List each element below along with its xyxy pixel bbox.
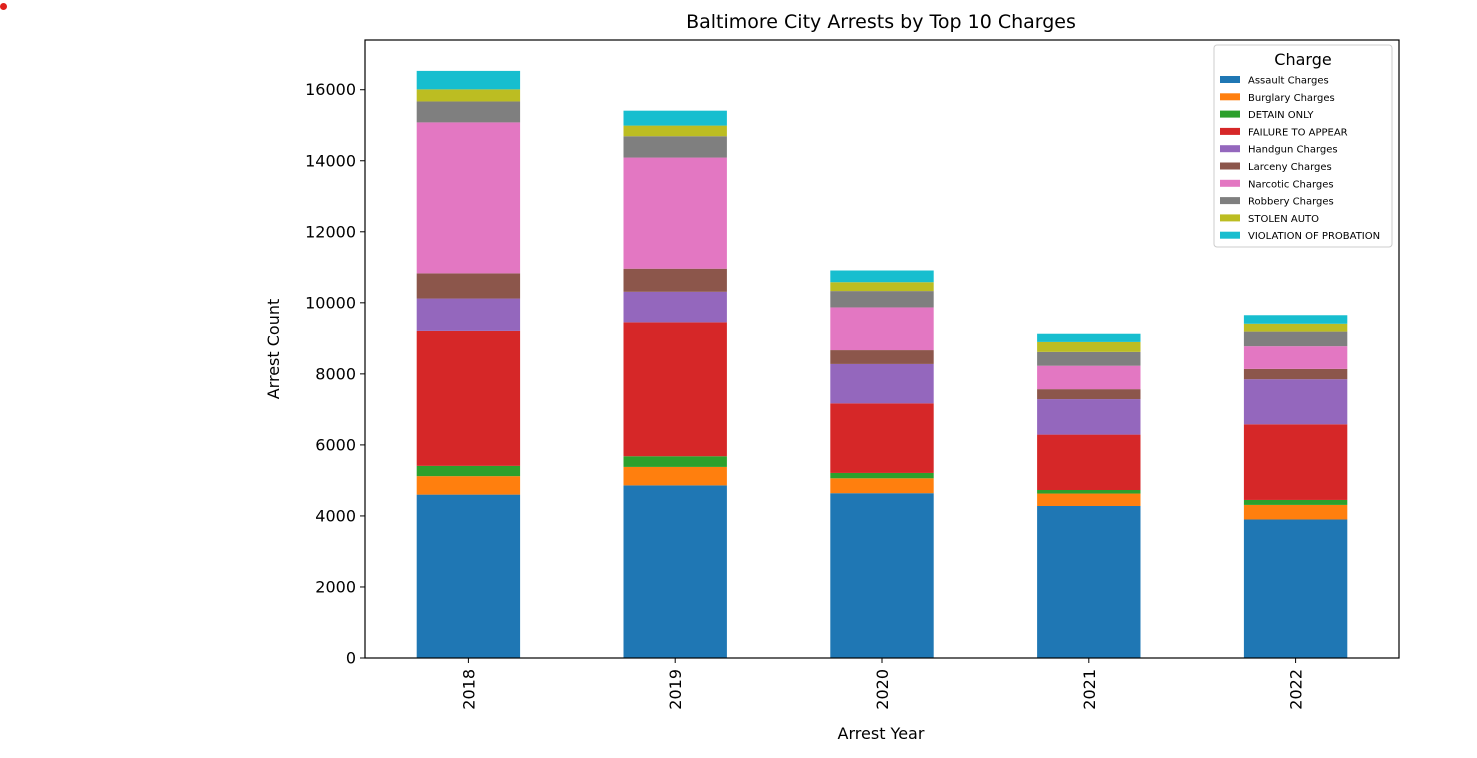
bar-2022-series-6 [1243, 346, 1348, 369]
legend-label-1: Burglary Charges [1248, 93, 1335, 104]
bar-2020-series-0 [830, 493, 934, 658]
legend-label-2: DETAIN ONLY [1248, 110, 1314, 121]
bar-2018-series-1 [416, 476, 521, 495]
bar-2020-series-9 [830, 270, 934, 283]
y-tick-label: 10000 [305, 293, 356, 312]
bar-2020-series-3 [830, 403, 934, 473]
bar-2019-series-7 [623, 136, 727, 158]
legend-label-4: Handgun Charges [1248, 145, 1338, 156]
bar-2020-series-8 [830, 282, 934, 292]
legend-swatch-8 [1220, 214, 1240, 222]
x-tick-label-2019: 2019 [666, 669, 685, 710]
bar-2019-series-5 [623, 268, 727, 292]
legend-label-7: Robbery Charges [1248, 197, 1334, 208]
legend: Charge Assault Charges Burglary Charges DE… [1213, 44, 1393, 248]
bar-2021-series-2 [1037, 490, 1141, 494]
bar-2022-series-0 [1243, 519, 1348, 658]
bar-2018-series-9 [416, 70, 521, 90]
bar-2022-series-4 [1243, 379, 1348, 425]
bar-2019-series-6 [623, 157, 727, 269]
y-tick-label: 6000 [315, 435, 356, 454]
bar-2021-series-7 [1037, 351, 1141, 366]
legend-label-9: VIOLATION OF PROBATION [1248, 231, 1380, 242]
bar-2020-series-4 [830, 363, 934, 404]
bar-2022-series-9 [1243, 315, 1348, 324]
legend-label-5: Larceny Charges [1248, 162, 1332, 173]
bar-2021-series-9 [1037, 333, 1141, 342]
legend-swatch-3 [1220, 127, 1240, 135]
bar-2019-series-9 [623, 110, 727, 126]
legend-swatch-1 [1220, 93, 1240, 101]
bar-2018-series-7 [416, 101, 521, 123]
bar-2022-series-1 [1243, 504, 1348, 520]
bar-2018-series-2 [416, 465, 521, 477]
legend-swatch-4 [1220, 145, 1240, 153]
bar-2021-series-3 [1037, 434, 1141, 491]
legend-label-0: Assault Charges [1248, 76, 1329, 87]
bar-2018-series-4 [416, 298, 521, 331]
bar-2019-series-0 [623, 485, 727, 658]
bar-2018-series-5 [416, 273, 521, 299]
bar-2022-series-7 [1243, 331, 1348, 347]
bar-2021-series-8 [1037, 341, 1141, 352]
y-tick-label: 14000 [305, 151, 356, 170]
bar-2019-series-4 [623, 291, 727, 323]
bar-2022-series-5 [1243, 368, 1348, 380]
legend-swatch-0 [1220, 76, 1240, 83]
y-axis: 0 2000 4000 6000 8000 10000 12000 14000 16000 [305, 80, 365, 668]
legend-label-3: FAILURE TO APPEAR [1248, 127, 1348, 138]
bar-2020-series-2 [830, 472, 934, 479]
x-tick-label-2021: 2021 [1080, 669, 1099, 710]
legend-swatch-5 [1220, 162, 1240, 170]
y-tick-label: 12000 [305, 222, 356, 241]
y-tick-label: 2000 [315, 577, 356, 596]
bar-2019-series-8 [623, 125, 727, 137]
bar-2021-series-4 [1037, 399, 1141, 435]
y-tick-label: 8000 [315, 364, 356, 383]
bar-2019-series-2 [623, 456, 727, 467]
y-tick-label: 0 [346, 649, 356, 668]
bar-2021-series-0 [1037, 505, 1141, 658]
legend-box [1213, 44, 1393, 248]
bar-2021-series-6 [1037, 365, 1141, 390]
legend-swatch-2 [1220, 110, 1240, 118]
x-tick-label-2020: 2020 [873, 669, 892, 710]
legend-swatch-9 [1220, 231, 1240, 239]
recording-indicator-dot [0, 3, 7, 10]
legend-swatch-7 [1220, 197, 1240, 205]
x-axis: 2018 2019 2020 2021 2022 [459, 658, 1306, 710]
bar-2019-series-3 [623, 322, 727, 457]
bar-2020-series-7 [830, 291, 934, 308]
legend-items: Assault Charges Burglary Charges DETAIN ON… [1220, 76, 1380, 242]
legend-label-8: STOLEN AUTO [1248, 214, 1319, 225]
bar-2018-series-3 [416, 330, 521, 466]
x-tick-label-2022: 2022 [1287, 669, 1306, 710]
bar-2022-series-8 [1243, 323, 1348, 332]
x-tick-label-2018: 2018 [459, 669, 478, 710]
bar-2019-series-1 [623, 466, 727, 486]
bar-2020-series-6 [830, 307, 934, 351]
bar-2021-series-5 [1037, 389, 1141, 400]
legend-title: Charge [1274, 50, 1331, 69]
bar-2022-series-2 [1243, 499, 1348, 505]
legend-swatch-6 [1220, 179, 1240, 187]
bar-2020-series-1 [830, 478, 934, 494]
y-tick-label: 16000 [305, 80, 356, 99]
bars-layer [416, 70, 1348, 658]
bar-2022-series-3 [1243, 424, 1348, 500]
legend-label-6: Narcotic Charges [1248, 179, 1334, 190]
chart-title: Baltimore City Arrests by Top 10 Charges [686, 11, 1076, 33]
bar-2018-series-0 [416, 494, 521, 658]
bar-2020-series-5 [830, 350, 934, 364]
y-tick-label: 4000 [315, 506, 356, 525]
bar-2018-series-6 [416, 122, 521, 274]
bar-2018-series-8 [416, 89, 521, 102]
bar-2021-series-1 [1037, 493, 1141, 506]
y-axis-label: Arrest Count [264, 299, 283, 400]
x-axis-label: Arrest Year [838, 724, 925, 743]
